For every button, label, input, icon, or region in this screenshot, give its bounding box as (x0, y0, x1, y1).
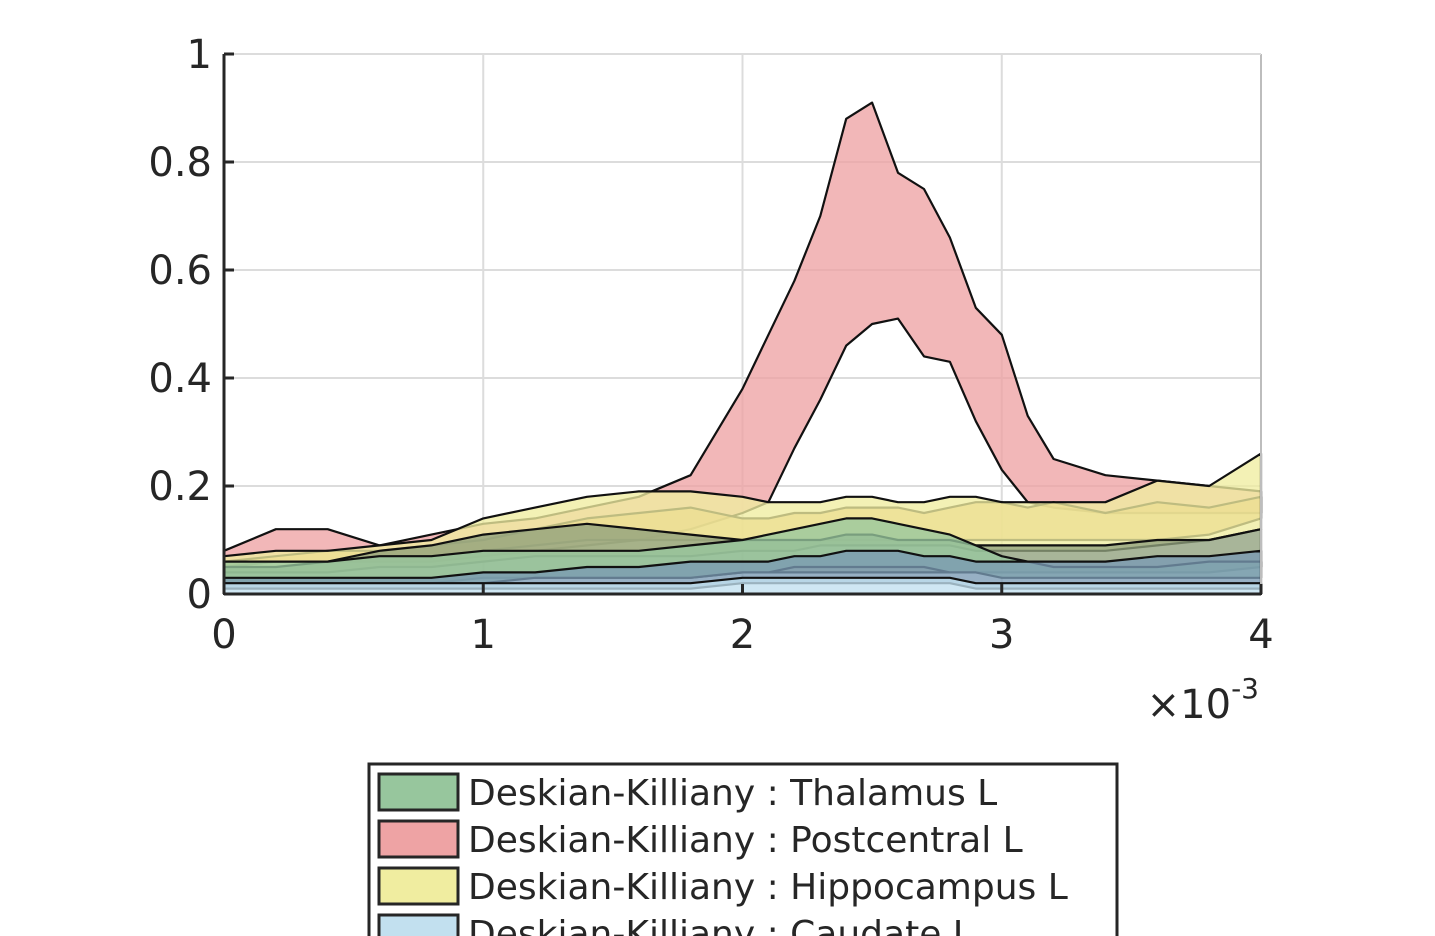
axes (222, 52, 1263, 596)
x-axis-exponent: ×10-3 (1147, 672, 1259, 728)
x-tick-label: 3 (989, 612, 1014, 658)
legend-label: Deskian-Killiany : Hippocampus L (468, 867, 1068, 908)
legend-label: Deskian-Killiany : Caudate L (468, 914, 973, 936)
x-exp-power: -3 (1231, 672, 1259, 705)
y-tick-label: 0.2 (148, 464, 212, 510)
legend-label: Deskian-Killiany : Thalamus L (468, 773, 997, 814)
tick-labels: 0 0.2 0.4 0.6 0.8 1 0 1 2 3 4 (148, 32, 1273, 658)
x-exp-base: 10 (1180, 682, 1231, 728)
y-tick-label: 0.6 (148, 248, 212, 294)
legend: Deskian-Killiany : Thalamus L Deskian-Kil… (367, 762, 1119, 936)
x-tick-label: 0 (211, 612, 236, 658)
legend-swatch (377, 819, 460, 859)
x-tick-label: 4 (1248, 612, 1273, 658)
y-tick-label: 1 (187, 32, 212, 78)
legend-box (367, 762, 1119, 936)
legend-swatch (377, 913, 460, 936)
legend-swatch (377, 866, 460, 906)
x-exp-times: × (1147, 682, 1181, 728)
y-tick-label: 0.4 (148, 356, 212, 402)
y-tick-label: 0.8 (148, 140, 212, 186)
x-tick-label: 1 (471, 612, 496, 658)
y-tick-label: 0 (187, 572, 212, 618)
legend-label: Deskian-Killiany : Postcentral L (468, 820, 1023, 861)
legend-swatch (377, 772, 460, 812)
x-tick-label: 2 (730, 612, 755, 658)
